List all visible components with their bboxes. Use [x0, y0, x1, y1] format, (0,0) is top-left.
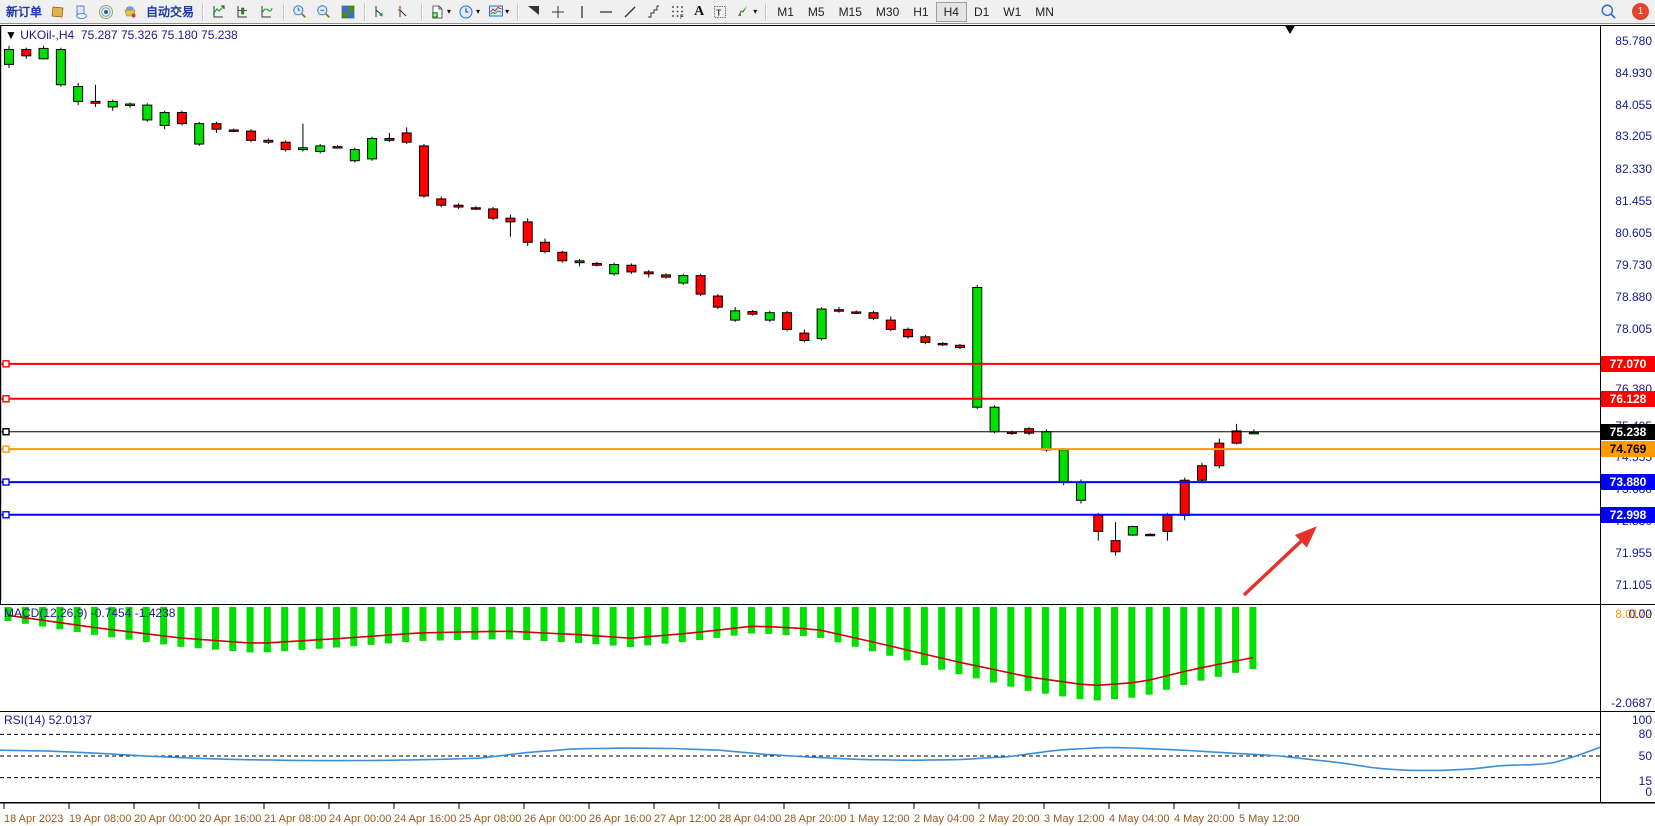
svg-text:F: F [680, 15, 684, 20]
svg-text:20 Apr 16:00: 20 Apr 16:00 [199, 813, 261, 825]
svg-text:24 Apr 16:00: 24 Apr 16:00 [394, 813, 456, 825]
svg-text:2 May 20:00: 2 May 20:00 [979, 813, 1040, 825]
svg-text:4 May 04:00: 4 May 04:00 [1109, 813, 1170, 825]
svg-text:21 Apr 08:00: 21 Apr 08:00 [264, 813, 326, 825]
svg-text:26 Apr 16:00: 26 Apr 16:00 [589, 813, 651, 825]
svg-text:24 Apr 00:00: 24 Apr 00:00 [329, 813, 391, 825]
svg-text:18 Apr 2023: 18 Apr 2023 [4, 813, 63, 825]
svg-text:2 May 04:00: 2 May 04:00 [914, 813, 975, 825]
svg-text:1 May 12:00: 1 May 12:00 [849, 813, 910, 825]
svg-text:T: T [717, 8, 722, 17]
svg-text:5 May 12:00: 5 May 12:00 [1239, 813, 1300, 825]
svg-text:20 Apr 00:00: 20 Apr 00:00 [134, 813, 196, 825]
svg-text:19 Apr 08:00: 19 Apr 08:00 [69, 813, 131, 825]
svg-text:28 Apr 04:00: 28 Apr 04:00 [719, 813, 781, 825]
svg-text:26 Apr 00:00: 26 Apr 00:00 [524, 813, 586, 825]
svg-text:28 Apr 20:00: 28 Apr 20:00 [784, 813, 846, 825]
svg-text:4 May 20:00: 4 May 20:00 [1174, 813, 1235, 825]
svg-text:27 Apr 12:00: 27 Apr 12:00 [654, 813, 716, 825]
svg-text:25 Apr 08:00: 25 Apr 08:00 [459, 813, 521, 825]
svg-text:3 May 12:00: 3 May 12:00 [1044, 813, 1105, 825]
